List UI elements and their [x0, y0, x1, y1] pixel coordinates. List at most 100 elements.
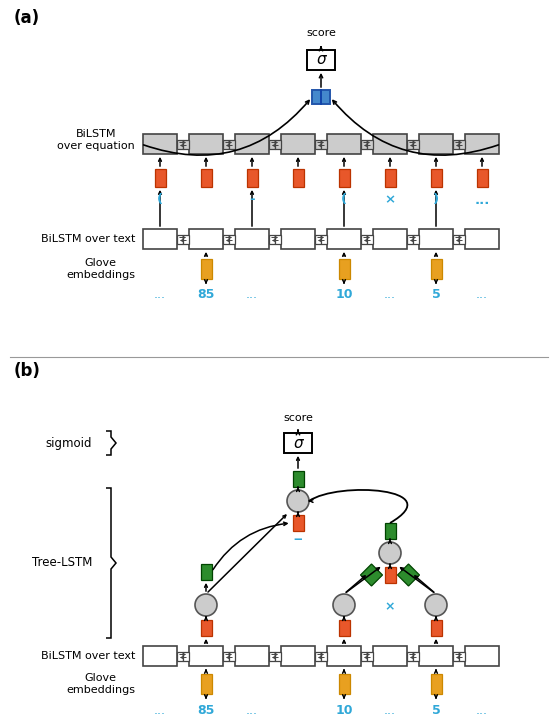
FancyBboxPatch shape [361, 139, 367, 149]
FancyBboxPatch shape [229, 234, 235, 243]
FancyBboxPatch shape [327, 134, 361, 154]
FancyBboxPatch shape [413, 234, 419, 243]
FancyBboxPatch shape [459, 234, 465, 243]
FancyBboxPatch shape [200, 620, 211, 636]
Text: ‒: ‒ [294, 533, 302, 545]
FancyBboxPatch shape [315, 234, 321, 243]
Text: ...: ... [154, 703, 166, 714]
FancyBboxPatch shape [143, 646, 177, 666]
Text: ×: × [385, 600, 395, 613]
FancyBboxPatch shape [465, 134, 499, 154]
FancyBboxPatch shape [419, 646, 453, 666]
Circle shape [287, 490, 309, 512]
FancyBboxPatch shape [384, 567, 396, 583]
Polygon shape [360, 564, 382, 586]
FancyBboxPatch shape [143, 229, 177, 249]
FancyBboxPatch shape [155, 169, 166, 187]
FancyBboxPatch shape [459, 651, 465, 660]
FancyBboxPatch shape [407, 651, 413, 660]
Text: ...: ... [384, 703, 396, 714]
FancyBboxPatch shape [407, 139, 413, 149]
FancyBboxPatch shape [189, 134, 223, 154]
FancyBboxPatch shape [453, 139, 459, 149]
FancyBboxPatch shape [373, 134, 407, 154]
FancyBboxPatch shape [235, 646, 269, 666]
FancyBboxPatch shape [321, 139, 327, 149]
FancyBboxPatch shape [229, 651, 235, 660]
Text: BiLSTM over text: BiLSTM over text [41, 234, 135, 244]
Text: ...: ... [154, 288, 166, 301]
FancyBboxPatch shape [465, 229, 499, 249]
FancyBboxPatch shape [367, 234, 373, 243]
Text: (: ( [341, 193, 347, 206]
FancyBboxPatch shape [307, 50, 335, 70]
Polygon shape [397, 564, 420, 586]
Circle shape [333, 594, 355, 616]
Text: 85: 85 [198, 703, 215, 714]
FancyBboxPatch shape [183, 234, 189, 243]
FancyBboxPatch shape [419, 134, 453, 154]
Text: Glove
embeddings: Glove embeddings [66, 673, 135, 695]
FancyBboxPatch shape [275, 234, 281, 243]
Text: ...: ... [384, 288, 396, 301]
Circle shape [425, 594, 447, 616]
FancyBboxPatch shape [367, 651, 373, 660]
Text: 85: 85 [198, 288, 215, 301]
FancyBboxPatch shape [235, 229, 269, 249]
FancyBboxPatch shape [315, 139, 321, 149]
Text: ...: ... [476, 703, 488, 714]
FancyBboxPatch shape [281, 646, 315, 666]
FancyBboxPatch shape [292, 515, 304, 531]
Text: ...: ... [476, 288, 488, 301]
FancyBboxPatch shape [189, 229, 223, 249]
Text: 5: 5 [432, 703, 440, 714]
FancyBboxPatch shape [431, 259, 441, 279]
Text: ...: ... [474, 193, 490, 206]
Text: ...: ... [246, 288, 258, 301]
FancyBboxPatch shape [419, 229, 453, 249]
FancyBboxPatch shape [189, 646, 223, 666]
FancyBboxPatch shape [247, 169, 257, 187]
FancyBboxPatch shape [284, 433, 312, 453]
FancyBboxPatch shape [453, 651, 459, 660]
FancyBboxPatch shape [281, 229, 315, 249]
FancyBboxPatch shape [339, 620, 349, 636]
Text: 10: 10 [335, 703, 353, 714]
FancyBboxPatch shape [183, 139, 189, 149]
FancyBboxPatch shape [269, 651, 275, 660]
FancyBboxPatch shape [477, 169, 488, 187]
Text: score: score [283, 413, 313, 423]
FancyBboxPatch shape [367, 139, 373, 149]
FancyBboxPatch shape [431, 674, 441, 694]
FancyBboxPatch shape [431, 620, 441, 636]
FancyBboxPatch shape [312, 90, 330, 104]
FancyBboxPatch shape [223, 234, 229, 243]
FancyBboxPatch shape [459, 139, 465, 149]
Text: 10: 10 [335, 288, 353, 301]
FancyBboxPatch shape [269, 139, 275, 149]
Text: BiLSTM over text: BiLSTM over text [41, 651, 135, 661]
FancyBboxPatch shape [143, 134, 177, 154]
FancyBboxPatch shape [373, 229, 407, 249]
Text: σ: σ [293, 436, 303, 451]
Text: σ: σ [316, 53, 326, 68]
FancyBboxPatch shape [327, 646, 361, 666]
FancyBboxPatch shape [413, 651, 419, 660]
FancyBboxPatch shape [177, 234, 183, 243]
FancyBboxPatch shape [292, 471, 304, 487]
FancyBboxPatch shape [413, 139, 419, 149]
FancyBboxPatch shape [407, 234, 413, 243]
FancyBboxPatch shape [281, 134, 315, 154]
FancyBboxPatch shape [339, 674, 349, 694]
FancyBboxPatch shape [321, 651, 327, 660]
Text: Tree-LSTM: Tree-LSTM [32, 556, 92, 570]
FancyBboxPatch shape [339, 169, 349, 187]
FancyBboxPatch shape [431, 169, 441, 187]
FancyBboxPatch shape [229, 139, 235, 149]
FancyBboxPatch shape [275, 139, 281, 149]
Text: ): ) [433, 193, 439, 206]
Text: Glove
embeddings: Glove embeddings [66, 258, 135, 280]
Circle shape [379, 542, 401, 564]
FancyBboxPatch shape [453, 234, 459, 243]
FancyBboxPatch shape [465, 646, 499, 666]
